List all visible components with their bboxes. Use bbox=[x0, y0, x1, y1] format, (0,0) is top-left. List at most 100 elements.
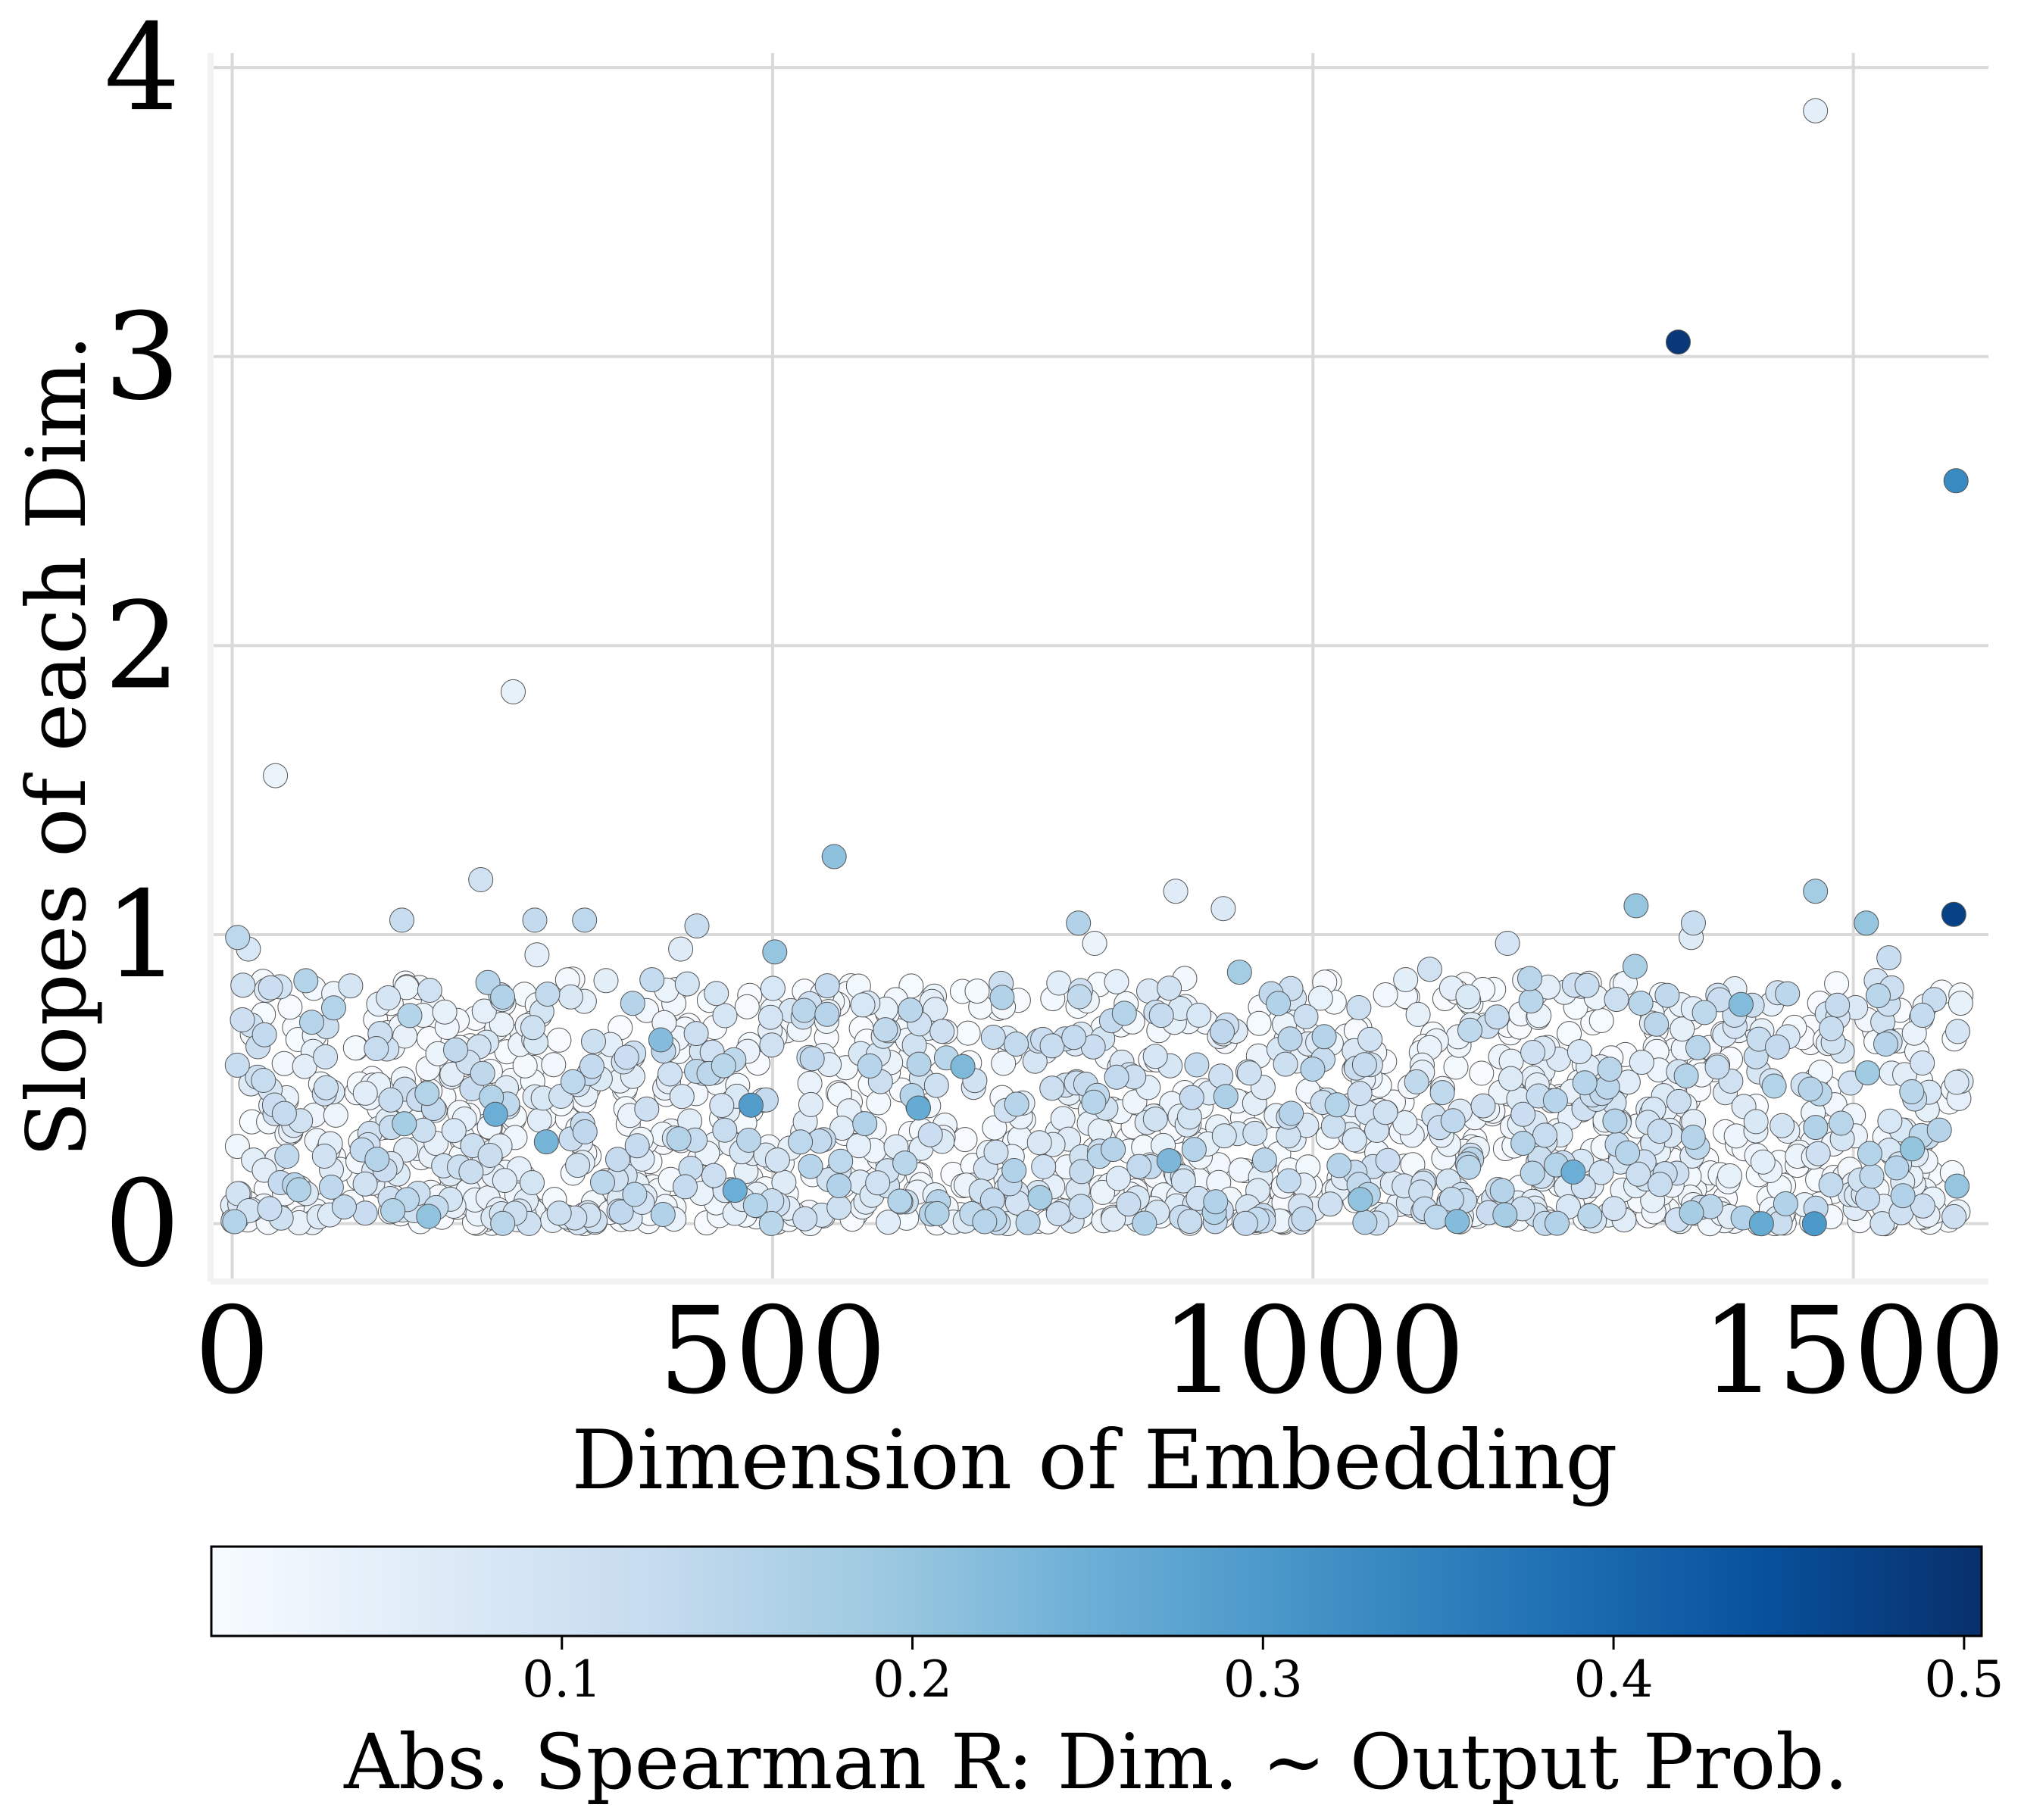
scatter-point bbox=[887, 1188, 913, 1214]
scatter-point bbox=[1320, 1113, 1346, 1139]
scatter-point bbox=[1469, 1060, 1495, 1086]
scatter-point bbox=[980, 1025, 1006, 1050]
scatter-point bbox=[1648, 1172, 1673, 1197]
scatter-point bbox=[1628, 991, 1654, 1016]
scatter-point bbox=[1629, 1050, 1654, 1075]
scatter-point bbox=[1291, 1206, 1317, 1232]
scatter-point bbox=[634, 1096, 660, 1122]
x-tick-label: 1500 bbox=[1701, 1281, 2006, 1421]
scatter-point bbox=[1082, 931, 1107, 956]
scatter-point bbox=[1945, 1019, 1970, 1044]
scatter-point bbox=[1351, 1052, 1377, 1078]
scatter-point bbox=[1623, 954, 1648, 979]
scatter-point bbox=[762, 939, 788, 965]
scatter-point bbox=[230, 1007, 255, 1032]
scatter-point bbox=[572, 1119, 598, 1144]
scatter-point bbox=[572, 907, 598, 933]
scatter-point bbox=[1181, 1137, 1207, 1163]
scatter-point bbox=[814, 973, 840, 999]
scatter-point bbox=[458, 1159, 484, 1185]
scatter-point bbox=[1748, 1211, 1774, 1237]
scatter-point bbox=[299, 1010, 324, 1035]
y-tick-label: 0 bbox=[104, 1155, 180, 1294]
scatter-point bbox=[1068, 1194, 1094, 1219]
scatter-point bbox=[1105, 1166, 1131, 1191]
scatter-point bbox=[1567, 1039, 1592, 1065]
colorbar-tick-label: 0.5 bbox=[1924, 1650, 2004, 1709]
scatter-point bbox=[1773, 1191, 1798, 1216]
scatter-point bbox=[323, 1102, 348, 1128]
scatter-point bbox=[490, 985, 516, 1010]
scatter-point bbox=[792, 1206, 818, 1232]
scatter-point bbox=[546, 1200, 572, 1226]
scatter-point bbox=[798, 1153, 823, 1179]
scatter-point bbox=[1498, 1066, 1523, 1091]
scatter-point bbox=[764, 1147, 790, 1173]
scatter-point bbox=[1279, 1100, 1304, 1126]
scatter-point bbox=[1373, 1100, 1398, 1125]
scatter-point bbox=[906, 1051, 932, 1077]
scatter-point bbox=[624, 1133, 650, 1159]
scatter-point bbox=[666, 1126, 692, 1152]
scatter-point bbox=[1031, 1154, 1057, 1179]
scatter-point bbox=[1597, 1057, 1623, 1082]
scatter-point bbox=[524, 942, 550, 968]
scatter-point bbox=[1213, 1084, 1239, 1110]
scatter-point bbox=[1307, 985, 1333, 1011]
scatter-point bbox=[490, 1210, 516, 1236]
scatter-point bbox=[533, 1129, 559, 1155]
scatter-point bbox=[734, 994, 760, 1019]
scatter-point bbox=[1445, 1209, 1470, 1235]
scatter-point bbox=[1132, 1210, 1157, 1236]
scatter-point bbox=[1066, 910, 1092, 936]
scatter-point bbox=[668, 936, 694, 962]
scatter-point bbox=[1803, 98, 1829, 123]
scatter-point bbox=[1910, 1193, 1935, 1219]
colorbar-tick-label: 0.2 bbox=[873, 1650, 952, 1709]
scatter-point bbox=[1601, 1196, 1627, 1222]
scatter-point bbox=[1588, 1008, 1614, 1033]
scatter-point bbox=[1101, 1207, 1126, 1232]
scatter-point bbox=[828, 1148, 854, 1174]
scatter-point bbox=[1770, 1113, 1795, 1138]
scatter-point bbox=[852, 1111, 878, 1137]
y-tick-label: 3 bbox=[104, 288, 180, 427]
scatter-point bbox=[352, 1080, 378, 1106]
data-points bbox=[220, 98, 1974, 1237]
scatter-point bbox=[565, 1153, 591, 1178]
scatter-point bbox=[1873, 1032, 1898, 1057]
scatter-point bbox=[432, 999, 458, 1025]
scatter-point bbox=[1177, 1209, 1203, 1235]
scatter-point bbox=[560, 1069, 586, 1094]
scatter-point bbox=[866, 1090, 892, 1116]
scatter-point bbox=[1944, 1069, 1969, 1095]
colorbar-tick-label: 0.1 bbox=[522, 1650, 601, 1709]
scatter-point bbox=[620, 991, 645, 1016]
scatter-point bbox=[321, 995, 346, 1021]
scatter-point bbox=[873, 1017, 898, 1043]
scatter-point bbox=[1375, 1147, 1401, 1173]
scatter-point bbox=[1602, 1108, 1628, 1134]
scatter-point bbox=[1393, 967, 1419, 992]
scatter-point bbox=[1857, 1141, 1882, 1166]
scatter-point bbox=[1067, 984, 1092, 1010]
scatter-point bbox=[477, 1143, 503, 1168]
scatter-point bbox=[1604, 987, 1629, 1013]
scatter-point bbox=[799, 1046, 825, 1072]
scatter-point bbox=[501, 679, 526, 704]
scatter-point bbox=[709, 1093, 735, 1119]
scatter-point bbox=[1266, 991, 1292, 1016]
scatter-point bbox=[1492, 1202, 1518, 1228]
scatter-point bbox=[1943, 468, 1969, 494]
scatter-point bbox=[991, 1050, 1017, 1076]
scatter-point bbox=[757, 1004, 783, 1030]
scatter-point bbox=[1208, 1063, 1234, 1089]
scatter-point bbox=[470, 1060, 495, 1086]
scatter-point bbox=[1855, 1060, 1880, 1086]
scatter-point bbox=[1061, 1025, 1087, 1050]
scatter-point bbox=[950, 1054, 976, 1079]
scatter-point bbox=[1870, 1211, 1895, 1237]
scatter-point bbox=[983, 1139, 1009, 1165]
scatter-point bbox=[622, 1182, 648, 1207]
scatter-point bbox=[1104, 969, 1129, 994]
